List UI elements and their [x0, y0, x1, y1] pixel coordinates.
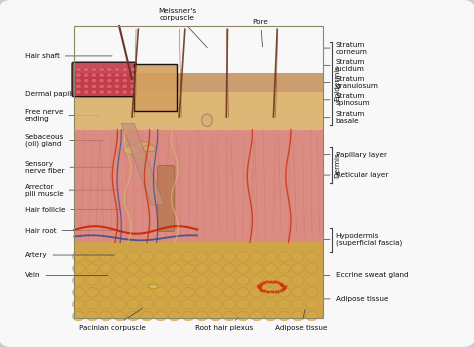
Ellipse shape	[137, 129, 139, 130]
Ellipse shape	[142, 126, 145, 128]
Ellipse shape	[83, 90, 89, 94]
Ellipse shape	[281, 129, 283, 130]
Ellipse shape	[196, 276, 208, 285]
Ellipse shape	[91, 73, 97, 77]
Ellipse shape	[83, 84, 89, 88]
Ellipse shape	[264, 288, 276, 297]
Ellipse shape	[128, 264, 139, 273]
Ellipse shape	[167, 126, 170, 128]
Ellipse shape	[99, 84, 104, 88]
Ellipse shape	[239, 126, 242, 128]
Ellipse shape	[278, 288, 290, 297]
Ellipse shape	[91, 90, 97, 94]
Ellipse shape	[245, 129, 247, 130]
Ellipse shape	[114, 252, 126, 261]
Ellipse shape	[114, 78, 120, 83]
Ellipse shape	[100, 129, 103, 130]
Text: Hair follicle: Hair follicle	[25, 206, 121, 213]
Ellipse shape	[234, 126, 237, 128]
Ellipse shape	[137, 126, 139, 128]
Ellipse shape	[106, 126, 109, 128]
Text: Pore: Pore	[253, 19, 268, 47]
Ellipse shape	[223, 252, 235, 261]
Ellipse shape	[251, 276, 263, 285]
Ellipse shape	[100, 126, 103, 128]
Text: Dermal papillae: Dermal papillae	[25, 91, 103, 96]
Ellipse shape	[142, 129, 145, 130]
Ellipse shape	[292, 312, 304, 321]
Ellipse shape	[75, 126, 78, 128]
Bar	[74, 243, 323, 318]
Ellipse shape	[281, 126, 283, 128]
Ellipse shape	[182, 312, 194, 321]
Ellipse shape	[141, 264, 153, 273]
Ellipse shape	[178, 126, 181, 128]
Ellipse shape	[73, 276, 84, 285]
Ellipse shape	[210, 252, 221, 261]
Ellipse shape	[292, 288, 304, 297]
Ellipse shape	[168, 264, 181, 273]
Ellipse shape	[223, 288, 235, 297]
Ellipse shape	[296, 129, 299, 130]
Ellipse shape	[264, 252, 276, 261]
Ellipse shape	[183, 126, 186, 128]
Ellipse shape	[265, 129, 268, 130]
Ellipse shape	[306, 126, 309, 128]
Ellipse shape	[91, 78, 97, 83]
Ellipse shape	[99, 67, 104, 71]
Ellipse shape	[122, 73, 128, 77]
Ellipse shape	[245, 126, 247, 128]
Ellipse shape	[90, 126, 93, 128]
Text: Stratum
granulosum: Stratum granulosum	[323, 76, 378, 89]
Ellipse shape	[75, 129, 78, 130]
Ellipse shape	[219, 129, 222, 130]
Ellipse shape	[214, 126, 217, 128]
Ellipse shape	[209, 126, 211, 128]
Ellipse shape	[278, 299, 290, 309]
Ellipse shape	[196, 264, 208, 273]
Ellipse shape	[188, 126, 191, 128]
Ellipse shape	[100, 299, 112, 309]
Ellipse shape	[114, 67, 120, 71]
Ellipse shape	[251, 288, 263, 297]
Ellipse shape	[250, 126, 253, 128]
Text: Pacinian corpuscle: Pacinian corpuscle	[79, 308, 146, 331]
Ellipse shape	[275, 129, 278, 130]
Ellipse shape	[291, 129, 294, 130]
Ellipse shape	[278, 264, 290, 273]
Ellipse shape	[270, 129, 273, 130]
Ellipse shape	[301, 126, 304, 128]
Ellipse shape	[234, 129, 237, 130]
Ellipse shape	[237, 252, 249, 261]
Text: Root hair plexus: Root hair plexus	[195, 318, 253, 331]
Ellipse shape	[141, 276, 153, 285]
Ellipse shape	[73, 264, 84, 273]
Ellipse shape	[141, 299, 153, 309]
Ellipse shape	[85, 126, 88, 128]
Ellipse shape	[306, 299, 318, 309]
Ellipse shape	[143, 145, 155, 152]
Ellipse shape	[107, 84, 112, 88]
Ellipse shape	[198, 129, 201, 130]
Ellipse shape	[100, 312, 112, 321]
Ellipse shape	[85, 129, 88, 130]
Ellipse shape	[286, 129, 289, 130]
Ellipse shape	[306, 288, 318, 297]
Ellipse shape	[80, 126, 83, 128]
Ellipse shape	[76, 67, 81, 71]
Ellipse shape	[73, 252, 84, 261]
Ellipse shape	[251, 252, 263, 261]
Ellipse shape	[128, 312, 139, 321]
FancyBboxPatch shape	[72, 62, 137, 97]
Ellipse shape	[99, 73, 104, 77]
Ellipse shape	[86, 288, 98, 297]
Ellipse shape	[264, 312, 276, 321]
Ellipse shape	[86, 299, 98, 309]
Ellipse shape	[237, 312, 249, 321]
Ellipse shape	[229, 129, 232, 130]
Text: Free nerve
ending: Free nerve ending	[25, 109, 99, 122]
Ellipse shape	[306, 264, 318, 273]
Ellipse shape	[168, 276, 181, 285]
Ellipse shape	[114, 276, 126, 285]
